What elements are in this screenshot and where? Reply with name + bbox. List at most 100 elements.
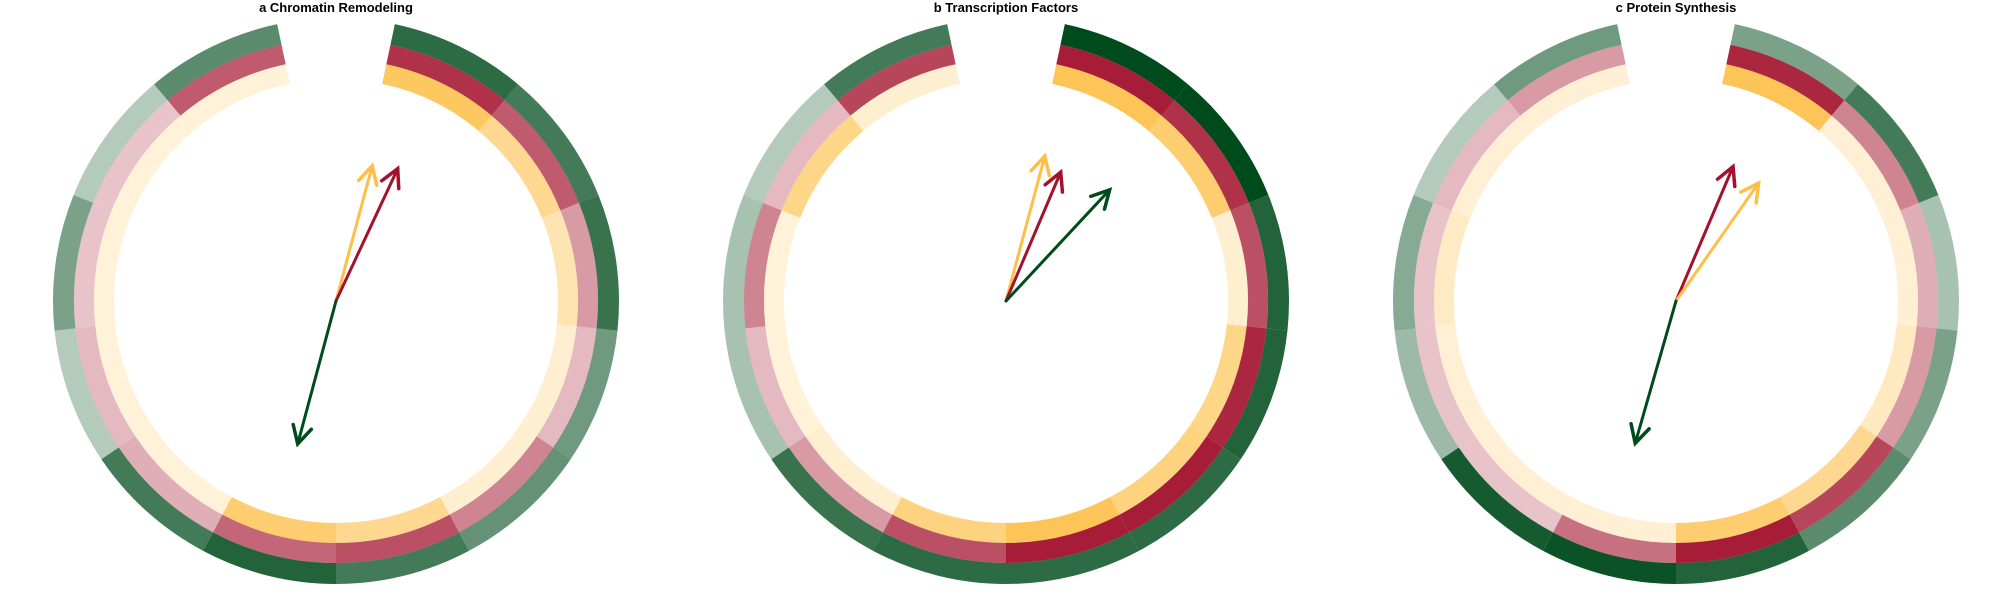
heatmap-cell-gold-2 <box>478 115 561 218</box>
arrow-head <box>1739 179 1761 205</box>
heatmap-cell-gold-5 <box>1780 425 1877 515</box>
heatmap-cell-green-8 <box>101 447 213 551</box>
arrow-shaft <box>1674 165 1735 303</box>
heatmap-cell-green-4 <box>1893 328 1958 460</box>
arrow-head <box>1043 168 1065 194</box>
arrow-shaft <box>1004 154 1047 303</box>
heatmap-cell-gold-8 <box>1475 425 1572 515</box>
heatmap-cell-green-8 <box>1441 447 1553 551</box>
heatmap-cell-green-8 <box>771 447 883 551</box>
heatmap-cell-green-1 <box>1060 24 1188 101</box>
panel-title: b Transcription Factors <box>934 0 1078 15</box>
heatmap-cell-red-4 <box>536 326 597 448</box>
heatmap-cell-red-11 <box>93 100 181 211</box>
heatmap-cell-green-7 <box>873 532 1006 584</box>
heatmap-cell-green-3 <box>578 194 619 331</box>
heatmap-cell-gold-5 <box>1110 425 1207 515</box>
heatmap-cell-red-7 <box>213 514 336 563</box>
vector-arrow <box>1674 179 1761 303</box>
heatmap-cell-gold-1 <box>1722 64 1832 131</box>
arrow-head <box>379 165 401 191</box>
heatmap-cell-gold-12 <box>180 64 290 131</box>
vector-arrow <box>1004 152 1052 303</box>
heatmap-cell-red-11 <box>763 100 851 211</box>
heatmap-cell-gold-2 <box>1148 115 1231 218</box>
heatmap-cell-red-3 <box>1900 202 1938 329</box>
heatmap-cell-gold-12 <box>1520 64 1630 131</box>
heatmap-cell-red-2 <box>491 100 579 211</box>
heatmap-cell-green-12 <box>1494 24 1622 101</box>
arrow-head <box>356 162 379 188</box>
heatmap-cell-green-2 <box>1174 84 1269 203</box>
heatmap-cell-green-5 <box>1799 447 1911 551</box>
heatmap-cell-gold-9 <box>1435 324 1492 437</box>
panel-transcription-factors: b Transcription Factors <box>723 0 1289 584</box>
heatmap-cell-red-9 <box>75 326 136 448</box>
vector-arrow <box>1004 168 1065 303</box>
heatmap-cell-red-7 <box>1553 514 1676 563</box>
heatmap-cell-gold-4 <box>1860 324 1917 437</box>
heatmap-cell-gold-4 <box>1190 324 1247 437</box>
heatmap-cell-gold-1 <box>382 64 492 131</box>
vector-arrow <box>1004 187 1113 303</box>
heatmap-cell-red-1 <box>1056 44 1175 116</box>
arrow-head <box>1715 163 1737 189</box>
heatmap-cell-green-4 <box>1223 328 1288 460</box>
heatmap-cell-gold-7 <box>1562 497 1676 543</box>
arrow-shaft <box>1004 188 1112 303</box>
arrow-head <box>1089 187 1113 211</box>
heatmap-cell-red-11 <box>1433 100 1521 211</box>
arrow-shaft <box>334 164 374 303</box>
heatmap-cell-red-8 <box>1458 436 1563 533</box>
heatmap-cell-gold-10 <box>1434 210 1471 327</box>
heatmap-cell-green-10 <box>1393 194 1434 331</box>
heatmap-cell-red-8 <box>118 436 223 533</box>
heatmap-cell-green-1 <box>390 24 518 101</box>
heatmap-cell-gold-11 <box>781 115 864 218</box>
heatmap-cell-gold-9 <box>765 324 822 437</box>
heatmap-cell-red-4 <box>1206 326 1267 448</box>
heatmap-cell-red-2 <box>1161 100 1249 211</box>
heatmap-cell-green-1 <box>1730 24 1858 101</box>
heatmap-cell-green-3 <box>1918 194 1959 331</box>
panel-chromatin-remodeling: a Chromatin Remodeling <box>53 0 619 584</box>
heatmap-cell-green-10 <box>723 194 764 331</box>
heatmap-cell-green-2 <box>504 84 599 203</box>
heatmap-cell-gold-8 <box>135 425 232 515</box>
heatmap-cell-green-5 <box>1129 447 1241 551</box>
heatmap-cell-red-12 <box>167 44 286 116</box>
heatmap-cell-green-6 <box>1006 532 1139 584</box>
heatmap-cell-gold-8 <box>805 425 902 515</box>
heatmap-cell-red-10 <box>74 202 112 329</box>
heatmap-cell-red-8 <box>788 436 893 533</box>
heatmap-cell-green-6 <box>336 532 469 584</box>
heatmap-cell-red-6 <box>336 514 459 563</box>
heatmap-cell-gold-3 <box>1211 210 1248 327</box>
heatmap-cell-red-5 <box>1119 436 1224 533</box>
arrow-shaft <box>1633 299 1678 445</box>
heatmap-cell-red-3 <box>1230 202 1268 329</box>
heatmap-cell-red-3 <box>560 202 598 329</box>
vector-arrow <box>334 165 401 303</box>
heatmap-cell-red-6 <box>1676 514 1799 563</box>
heatmap-cell-green-3 <box>1248 194 1289 331</box>
heatmap-cell-gold-7 <box>222 497 336 543</box>
panel-protein-synthesis: c Protein Synthesis <box>1393 0 1959 584</box>
heatmap-cell-gold-6 <box>1676 497 1790 543</box>
heatmap-cell-green-12 <box>154 24 282 101</box>
heatmap-cell-red-10 <box>1414 202 1452 329</box>
heatmap-cell-green-9 <box>724 328 789 460</box>
heatmap-cell-gold-7 <box>892 497 1006 543</box>
heatmap-cell-gold-5 <box>440 425 537 515</box>
vector-arrow <box>1629 299 1678 447</box>
arrow-head <box>1629 421 1651 447</box>
heatmap-cell-red-5 <box>449 436 554 533</box>
heatmap-cell-red-1 <box>386 44 505 116</box>
panel-title: c Protein Synthesis <box>1616 0 1737 15</box>
heatmap-cell-green-7 <box>203 532 336 584</box>
heatmap-cell-gold-10 <box>94 210 131 327</box>
heatmap-cell-green-9 <box>54 328 119 460</box>
heatmap-cell-red-4 <box>1876 326 1937 448</box>
heatmap-cell-green-11 <box>743 84 838 203</box>
